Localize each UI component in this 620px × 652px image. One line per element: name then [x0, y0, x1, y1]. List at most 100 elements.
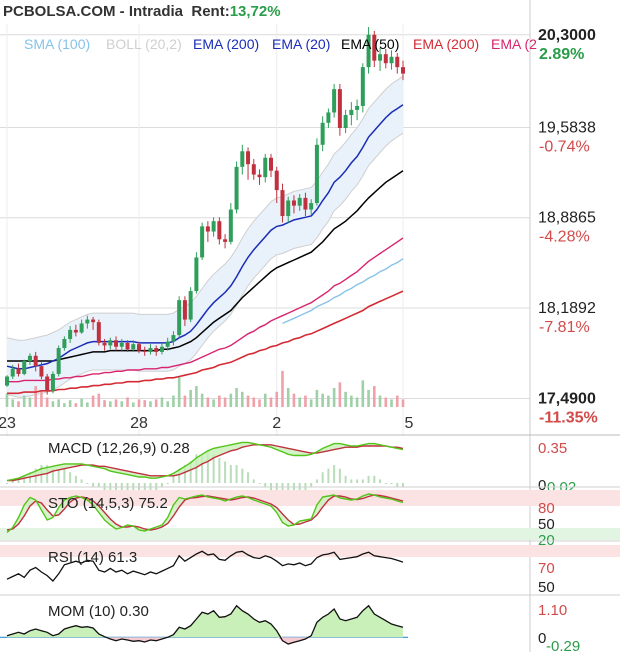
- candle-up: [263, 157, 268, 178]
- macd-histogram-bar: [74, 475, 77, 483]
- macd-histogram-bar: [258, 483, 261, 484]
- legend-item: BOLL (20,2): [106, 36, 182, 52]
- candle-down: [383, 54, 388, 64]
- candle-down: [205, 226, 210, 232]
- candle-up: [314, 144, 319, 204]
- macd-histogram-bar: [224, 461, 227, 483]
- candle-up: [188, 291, 193, 320]
- candle-up: [85, 319, 90, 324]
- volume-bar: [68, 400, 72, 407]
- volume-bar: [126, 397, 129, 407]
- macd-histogram-bar: [379, 479, 382, 483]
- macd-histogram-bar: [86, 483, 89, 484]
- volume-bar: [367, 389, 370, 407]
- mom-top-label: 1.10: [538, 602, 567, 619]
- rsi-level-70: 70: [538, 560, 555, 577]
- candle-up: [119, 342, 124, 347]
- pct-tick-label: -0.74%: [539, 138, 590, 155]
- macd-histogram-bar: [120, 483, 123, 494]
- macd-histogram-bar: [51, 468, 54, 483]
- candle-down: [372, 34, 377, 61]
- volume-bar: [80, 398, 83, 407]
- candle-down: [246, 151, 251, 165]
- mom-zero-label: 0: [538, 630, 546, 647]
- mom-label: MOM (10) 0.30: [48, 603, 149, 620]
- macd-histogram-bar: [241, 468, 244, 483]
- rsi-line: [6, 550, 404, 582]
- mode-label: Intradia: [128, 3, 184, 20]
- macd-histogram-bar: [92, 483, 95, 487]
- chart-header: PCBOLSA.COM - Intradia Rent:13,72%: [3, 3, 281, 20]
- volume-bar: [395, 395, 399, 407]
- volume-bar: [120, 401, 124, 407]
- candle-up: [10, 368, 15, 377]
- pct-tick-label: -11.35%: [539, 410, 598, 427]
- candle-up: [378, 54, 383, 61]
- volume-bar: [206, 397, 210, 407]
- volume-bar: [131, 402, 135, 407]
- x-tick-label: 5: [405, 415, 414, 432]
- volume-bar: [338, 382, 342, 407]
- candle-down: [45, 376, 50, 391]
- candle-down: [125, 342, 130, 350]
- volume-bar: [97, 393, 101, 407]
- volume-bar: [195, 386, 198, 407]
- candle-down: [223, 239, 228, 242]
- volume-bar: [361, 380, 365, 407]
- candle-down: [96, 322, 101, 343]
- macd-histogram-bar: [304, 483, 307, 494]
- volume-bar: [292, 393, 296, 407]
- macd-histogram-bar: [189, 461, 192, 483]
- volume-bar: [350, 395, 353, 407]
- candle-down: [401, 67, 405, 74]
- volume-bar: [344, 391, 347, 407]
- volume-bar: [63, 403, 66, 407]
- candle-up: [148, 348, 153, 352]
- volume-bar: [269, 397, 273, 407]
- x-tick-label: 28: [130, 415, 148, 432]
- macd-histogram-bar: [333, 465, 336, 483]
- macd-zero-label: 0: [538, 477, 546, 494]
- candle-up: [50, 373, 55, 391]
- bollinger-upper-line: [6, 75, 404, 341]
- rsi-overbought-band: [0, 545, 620, 557]
- macd-histogram-bar: [252, 479, 255, 483]
- volume-bar: [315, 389, 319, 407]
- macd-histogram-bar: [361, 479, 364, 483]
- volume-bar: [114, 399, 118, 407]
- candle-up: [194, 257, 199, 292]
- macd-histogram-bar: [195, 454, 198, 483]
- sto-overbought-band: [0, 490, 620, 506]
- macd-histogram-bar: [247, 472, 250, 483]
- macd-histogram-bar: [172, 475, 175, 483]
- mom-bottom-label: -0.29: [546, 638, 580, 652]
- candle-up: [309, 203, 314, 210]
- volume-bar: [321, 393, 324, 407]
- macd-histogram-bar: [327, 468, 330, 483]
- candle-down: [73, 329, 78, 333]
- macd-histogram-bar: [384, 483, 387, 484]
- volume-bar: [200, 393, 204, 407]
- candle-up: [68, 329, 73, 339]
- candle-down: [269, 157, 273, 171]
- volume-bar: [304, 395, 307, 407]
- volume-bar: [86, 402, 89, 407]
- candle-down: [102, 342, 107, 346]
- macd-histogram-bar: [264, 483, 267, 487]
- candle-down: [337, 89, 342, 128]
- legend-item: SMA (100): [24, 36, 90, 52]
- volume-bar: [166, 401, 169, 407]
- rent-label: Rent:: [191, 3, 230, 20]
- macd-histogram-bar: [235, 465, 238, 483]
- candle-up: [343, 115, 348, 128]
- volume-bar: [212, 399, 215, 407]
- macd-histogram-bar: [6, 483, 8, 484]
- candle-down: [16, 368, 21, 374]
- macd-histogram-bar: [321, 472, 324, 483]
- candle-down: [114, 340, 119, 347]
- volume-bar: [189, 389, 192, 407]
- candle-down: [33, 355, 38, 367]
- volume-bar: [218, 395, 221, 407]
- candle-up: [332, 89, 337, 113]
- volume-bar: [51, 401, 55, 407]
